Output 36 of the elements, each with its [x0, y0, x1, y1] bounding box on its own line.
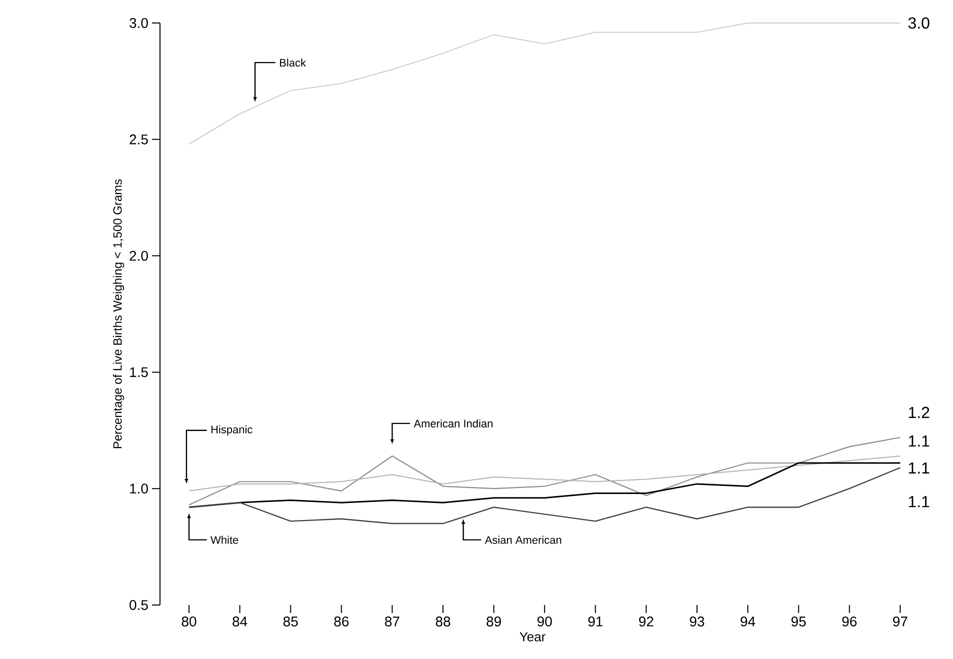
data-label: 1.1 [908, 462, 930, 474]
y-tick-label: 2.0 [130, 250, 148, 261]
text: American Indian [414, 419, 492, 428]
series-label: Asian American [484, 536, 562, 544]
x-tick-label: 97 [893, 616, 908, 626]
x-tick-label: 93 [690, 616, 704, 626]
line-series [188, 467, 901, 524]
x-tick-label: 80 [182, 616, 196, 626]
data-label: 1.1 [908, 496, 930, 508]
text: Hispanic [211, 425, 252, 436]
text: White [210, 536, 238, 544]
x-tick-label: 90 [537, 616, 552, 626]
x-tick-label: 96 [842, 616, 857, 626]
x-tick-label: 91 [588, 616, 603, 626]
y-tick-label: 1.0 [130, 484, 148, 494]
x-tick-label: 85 [283, 616, 298, 626]
y-tick-label: 1.5 [130, 367, 148, 378]
x-axis-title: Year [520, 632, 546, 642]
line-series [188, 436, 901, 506]
data-label: 1.1 [908, 436, 930, 447]
data-label: 1.2 [908, 406, 930, 418]
y-tick-label: 2.5 [130, 134, 148, 144]
x-tick-label: 88 [436, 616, 450, 626]
y-tick-label: 0.5 [130, 600, 148, 610]
x-tick-label: 89 [486, 616, 501, 626]
line-series [188, 456, 901, 492]
y-tick-label: 3.0 [130, 18, 148, 28]
x-tick-label: 84 [232, 616, 248, 626]
x-tick-label: 87 [385, 616, 400, 626]
y-axis-title: Percentage of Live Births Weighing < 1,500 Grams [112, 179, 124, 448]
x-tick-label: 86 [334, 616, 349, 626]
data-label: 3.0 [908, 17, 930, 29]
x-tick-label: 94 [740, 616, 756, 626]
x-tick-label: 95 [791, 616, 806, 626]
x-tick-label: 92 [639, 616, 654, 626]
series-label: Black [280, 58, 306, 67]
